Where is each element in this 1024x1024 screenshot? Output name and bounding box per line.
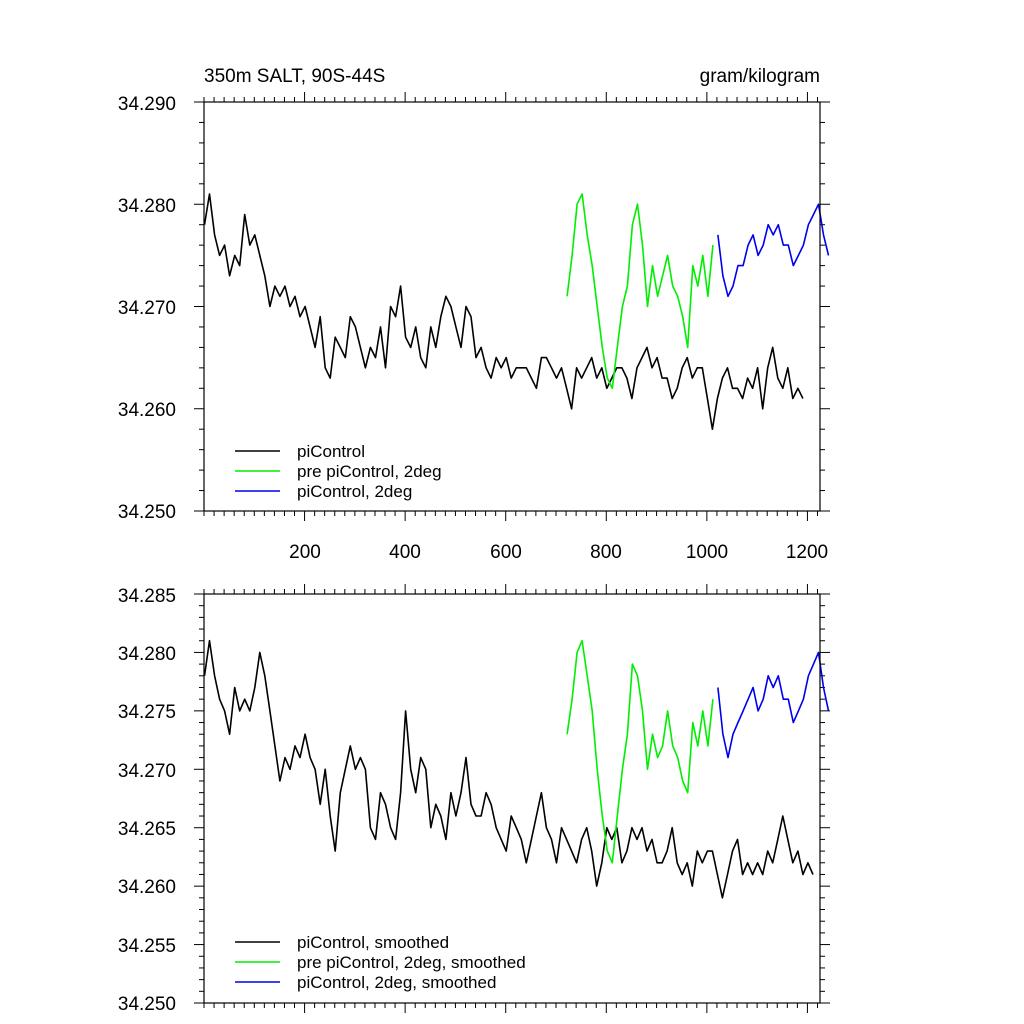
x-tick-label: 1000 bbox=[686, 542, 728, 563]
top-chart-title: 350m SALT, 90S-44S bbox=[204, 66, 385, 87]
y-tick-label: 34.285 bbox=[118, 586, 176, 607]
y-tick-label: 34.290 bbox=[118, 94, 176, 115]
bottom-minor-ticks bbox=[194, 584, 830, 1013]
top-panel: 350m SALT, 90S-44S gram/kilogram 34.250 … bbox=[118, 66, 830, 563]
legend-label: piControl, 2deg, smoothed bbox=[297, 973, 496, 992]
y-tick-label: 34.250 bbox=[118, 994, 176, 1015]
top-series-group bbox=[203, 193, 830, 430]
bottom-plot-frame bbox=[203, 593, 821, 1004]
top-x-axis: 200 400 600 800 1000 1200 bbox=[289, 542, 828, 563]
series-line-picontrol-2deg-smoothed bbox=[717, 651, 830, 759]
top-plot-frame bbox=[203, 101, 821, 512]
legend-label: piControl, 2deg bbox=[297, 482, 412, 501]
x-tick-label: 200 bbox=[289, 542, 321, 563]
legend-label: piControl bbox=[297, 442, 365, 461]
legend-label: pre piControl, 2deg bbox=[297, 462, 442, 481]
x-tick-label: 600 bbox=[490, 542, 522, 563]
bottom-series-group bbox=[203, 639, 830, 899]
legend-label: piControl, smoothed bbox=[297, 933, 449, 952]
series-line-picontrol bbox=[203, 193, 804, 430]
y-tick-label: 34.265 bbox=[118, 819, 176, 840]
bottom-y-axis: 34.250 34.255 34.260 34.265 34.270 34.27… bbox=[118, 586, 176, 1015]
legend-label: pre piControl, 2deg, smoothed bbox=[297, 953, 526, 972]
y-tick-label: 34.270 bbox=[118, 761, 176, 782]
series-line-picontrol-smoothed bbox=[203, 639, 814, 899]
bottom-panel: 34.250 34.255 34.260 34.265 34.270 34.27… bbox=[118, 584, 830, 1015]
top-y-axis: 34.250 34.260 34.270 34.280 34.290 bbox=[118, 94, 176, 523]
y-tick-label: 34.260 bbox=[118, 877, 176, 898]
y-tick-label: 34.260 bbox=[118, 400, 176, 421]
y-tick-label: 34.250 bbox=[118, 502, 176, 523]
y-tick-label: 34.275 bbox=[118, 702, 176, 723]
series-line-pre-picontrol-2deg bbox=[566, 193, 714, 390]
x-tick-label: 400 bbox=[389, 542, 421, 563]
y-tick-label: 34.255 bbox=[118, 936, 176, 957]
top-minor-ticks bbox=[194, 92, 830, 521]
series-line-pre-picontrol-2deg-smoothed bbox=[566, 639, 714, 864]
y-tick-label: 34.270 bbox=[118, 298, 176, 319]
series-line-picontrol-2deg bbox=[717, 203, 830, 298]
y-tick-label: 34.280 bbox=[118, 196, 176, 217]
top-chart-units: gram/kilogram bbox=[700, 66, 820, 87]
top-legend: piControl pre piControl, 2deg piControl,… bbox=[235, 442, 442, 501]
y-tick-label: 34.280 bbox=[118, 644, 176, 665]
x-tick-label: 1200 bbox=[786, 542, 828, 563]
x-tick-label: 800 bbox=[590, 542, 622, 563]
bottom-legend: piControl, smoothed pre piControl, 2deg,… bbox=[235, 933, 526, 992]
